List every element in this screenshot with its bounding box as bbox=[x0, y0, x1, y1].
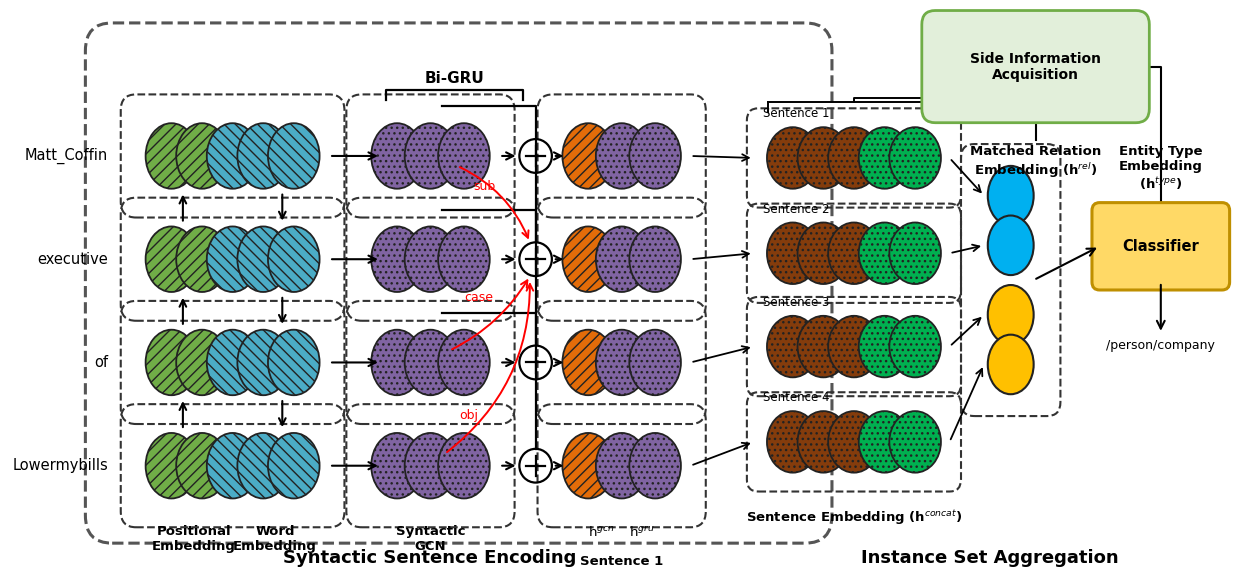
Text: of: of bbox=[95, 355, 108, 370]
Ellipse shape bbox=[630, 123, 681, 189]
Ellipse shape bbox=[438, 123, 490, 189]
Ellipse shape bbox=[562, 329, 614, 395]
Ellipse shape bbox=[438, 433, 490, 499]
Ellipse shape bbox=[988, 335, 1034, 394]
Ellipse shape bbox=[828, 223, 879, 284]
Text: Syntactic
GCN: Syntactic GCN bbox=[395, 525, 465, 553]
Ellipse shape bbox=[596, 433, 647, 499]
Ellipse shape bbox=[146, 123, 197, 189]
Ellipse shape bbox=[438, 329, 490, 395]
Ellipse shape bbox=[207, 433, 258, 499]
Ellipse shape bbox=[268, 433, 319, 499]
Text: Classifier: Classifier bbox=[1122, 239, 1200, 254]
Ellipse shape bbox=[562, 226, 614, 292]
Text: /person/company: /person/company bbox=[1106, 339, 1216, 351]
Ellipse shape bbox=[146, 433, 197, 499]
Ellipse shape bbox=[176, 226, 228, 292]
Text: Positional
Embedding: Positional Embedding bbox=[152, 525, 236, 553]
Ellipse shape bbox=[596, 123, 647, 189]
Ellipse shape bbox=[176, 329, 228, 395]
Ellipse shape bbox=[630, 226, 681, 292]
Ellipse shape bbox=[798, 316, 849, 377]
Ellipse shape bbox=[562, 433, 614, 499]
Text: Bi-GRU: Bi-GRU bbox=[424, 72, 484, 87]
Ellipse shape bbox=[988, 216, 1034, 275]
Text: Sentence 1: Sentence 1 bbox=[580, 555, 663, 568]
Ellipse shape bbox=[596, 329, 647, 395]
FancyBboxPatch shape bbox=[1092, 203, 1230, 290]
Ellipse shape bbox=[630, 329, 681, 395]
Ellipse shape bbox=[767, 411, 818, 473]
Text: Syntactic Sentence Encoding: Syntactic Sentence Encoding bbox=[283, 549, 576, 567]
Text: Instance Set Aggregation: Instance Set Aggregation bbox=[860, 549, 1119, 567]
Ellipse shape bbox=[889, 411, 941, 473]
Text: sub: sub bbox=[474, 179, 496, 193]
Ellipse shape bbox=[798, 411, 849, 473]
Ellipse shape bbox=[988, 285, 1034, 344]
Ellipse shape bbox=[176, 123, 228, 189]
Ellipse shape bbox=[828, 316, 879, 377]
Ellipse shape bbox=[207, 329, 258, 395]
Ellipse shape bbox=[237, 226, 289, 292]
Text: Side Information
Acquisition: Side Information Acquisition bbox=[970, 51, 1101, 82]
Ellipse shape bbox=[268, 123, 319, 189]
Ellipse shape bbox=[859, 316, 910, 377]
Ellipse shape bbox=[596, 226, 647, 292]
Ellipse shape bbox=[372, 329, 423, 395]
Ellipse shape bbox=[828, 127, 879, 189]
Ellipse shape bbox=[237, 433, 289, 499]
Ellipse shape bbox=[798, 223, 849, 284]
Ellipse shape bbox=[372, 433, 423, 499]
Ellipse shape bbox=[438, 226, 490, 292]
Ellipse shape bbox=[767, 223, 818, 284]
Text: Sentence 2: Sentence 2 bbox=[763, 203, 829, 216]
Ellipse shape bbox=[889, 223, 941, 284]
Text: Matt_Coffin: Matt_Coffin bbox=[25, 148, 108, 164]
Ellipse shape bbox=[798, 127, 849, 189]
Text: obj: obj bbox=[459, 409, 478, 422]
Text: Sentence Embedding (h$^{concat}$): Sentence Embedding (h$^{concat}$) bbox=[746, 508, 963, 527]
Text: Sentence 3: Sentence 3 bbox=[763, 296, 829, 309]
Ellipse shape bbox=[405, 329, 456, 395]
Ellipse shape bbox=[767, 316, 818, 377]
Ellipse shape bbox=[237, 123, 289, 189]
Ellipse shape bbox=[859, 223, 910, 284]
Ellipse shape bbox=[176, 433, 228, 499]
Ellipse shape bbox=[237, 329, 289, 395]
Text: Sentence 4: Sentence 4 bbox=[763, 391, 829, 404]
Ellipse shape bbox=[630, 433, 681, 499]
Ellipse shape bbox=[405, 226, 456, 292]
Ellipse shape bbox=[268, 226, 319, 292]
Ellipse shape bbox=[405, 433, 456, 499]
Ellipse shape bbox=[859, 127, 910, 189]
Ellipse shape bbox=[828, 411, 879, 473]
Ellipse shape bbox=[562, 123, 614, 189]
Ellipse shape bbox=[207, 123, 258, 189]
Text: h$^{gru}$: h$^{gru}$ bbox=[630, 525, 655, 539]
Ellipse shape bbox=[207, 226, 258, 292]
Ellipse shape bbox=[146, 226, 197, 292]
Ellipse shape bbox=[859, 411, 910, 473]
Text: Word
Embedding: Word Embedding bbox=[233, 525, 317, 553]
Ellipse shape bbox=[889, 127, 941, 189]
Ellipse shape bbox=[372, 123, 423, 189]
Text: Lowermybills: Lowermybills bbox=[12, 458, 108, 473]
FancyBboxPatch shape bbox=[922, 10, 1150, 123]
Ellipse shape bbox=[405, 123, 456, 189]
Text: executive: executive bbox=[37, 252, 108, 267]
Ellipse shape bbox=[146, 329, 197, 395]
Text: Sentence 1: Sentence 1 bbox=[763, 107, 829, 120]
Ellipse shape bbox=[889, 316, 941, 377]
Ellipse shape bbox=[988, 166, 1034, 226]
Text: h$^{gcn}$: h$^{gcn}$ bbox=[587, 525, 615, 539]
Ellipse shape bbox=[268, 329, 319, 395]
Text: Matched Relation
Embedding (h$^{rel}$): Matched Relation Embedding (h$^{rel}$) bbox=[970, 145, 1101, 179]
Text: Entity Type
Embedding
(h$^{type}$): Entity Type Embedding (h$^{type}$) bbox=[1119, 145, 1203, 192]
Ellipse shape bbox=[372, 226, 423, 292]
Text: case: case bbox=[464, 291, 493, 304]
Ellipse shape bbox=[767, 127, 818, 189]
